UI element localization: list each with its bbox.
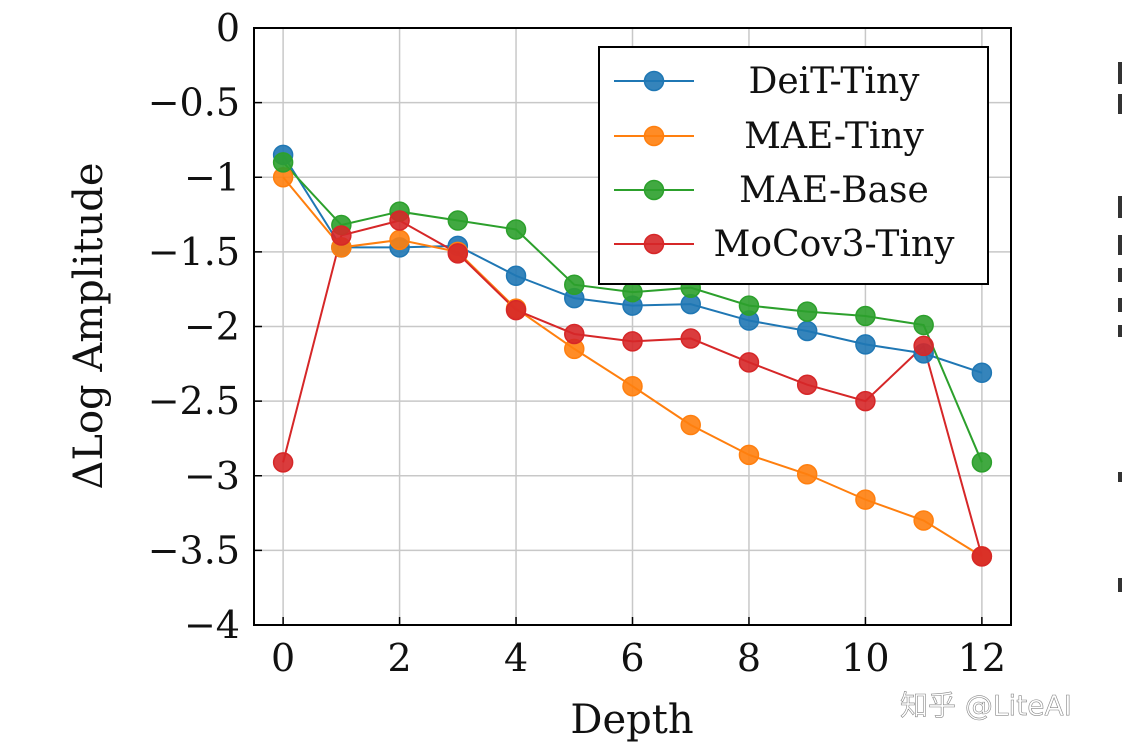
legend: DeiT-Tiny MAE-Tiny MAE-Base MoCov3-Tiny <box>598 46 989 285</box>
y-tick-label: −4 <box>184 603 240 647</box>
data-point-mae-base <box>564 274 585 295</box>
data-point-mocov3-tiny <box>505 299 527 321</box>
legend-marker <box>643 70 665 92</box>
data-point-mae-tiny <box>738 444 760 466</box>
data-point-mocov3-tiny <box>796 374 818 395</box>
x-tick-label: 12 <box>958 636 1006 680</box>
cropped-page-edge <box>1118 62 1122 592</box>
data-point-mocov3-tiny <box>447 243 469 264</box>
y-tick-label: 0 <box>216 6 240 50</box>
data-point-mocov3-tiny <box>331 225 352 246</box>
data-point-mae-tiny <box>855 489 876 510</box>
data-point-mocov3-tiny <box>855 390 876 412</box>
data-point-mae-base <box>913 314 934 336</box>
y-axis-ticks: 0 −0.5 −1 −1.5 −2 −2.5 −3 −3.5 −4 <box>148 6 262 647</box>
data-point-mae-tiny <box>913 510 934 531</box>
data-point-deit-tiny <box>796 320 818 342</box>
x-axis-title: Depth <box>570 697 693 743</box>
legend-entry-mae-base: MAE-Base <box>614 170 929 211</box>
legend-label: MAE-Tiny <box>744 116 924 157</box>
data-point-mae-base <box>622 281 643 303</box>
data-point-mae-base <box>796 301 818 322</box>
data-point-mae-base <box>738 295 760 316</box>
data-point-deit-tiny <box>971 362 993 384</box>
x-axis-ticks: 0 2 4 6 8 10 12 <box>271 617 1006 680</box>
data-point-mae-tiny <box>389 229 410 251</box>
data-point-mae-base <box>272 152 294 173</box>
legend-marker <box>643 179 665 201</box>
data-point-mae-base <box>855 305 876 327</box>
y-tick-label: −0.5 <box>148 81 240 125</box>
x-tick-label: 6 <box>620 636 644 680</box>
data-point-mae-base <box>971 452 993 473</box>
data-point-mae-tiny <box>680 414 701 436</box>
y-tick-label: −3 <box>184 454 240 498</box>
data-point-deit-tiny <box>855 334 876 355</box>
data-point-mocov3-tiny <box>913 335 934 357</box>
y-tick-label: −3.5 <box>148 528 240 572</box>
y-tick-label: −1.5 <box>148 230 240 274</box>
y-tick-label: −1 <box>184 155 240 199</box>
watermark: 知乎 @LiteAI <box>900 689 1072 722</box>
data-point-mae-tiny <box>622 375 643 397</box>
y-axis-title: ΔLog Amplitude <box>66 163 112 490</box>
legend-label: MoCov3-Tiny <box>714 224 956 265</box>
data-point-mae-base <box>505 219 527 240</box>
x-tick-label: 2 <box>387 636 411 680</box>
legend-marker <box>643 125 665 147</box>
legend-entry-deit-tiny: DeiT-Tiny <box>614 61 920 102</box>
y-tick-label: −2 <box>184 305 240 349</box>
data-point-mocov3-tiny <box>680 328 701 349</box>
legend-marker <box>643 233 665 255</box>
x-tick-label: 0 <box>271 636 295 680</box>
x-tick-label: 4 <box>504 636 528 680</box>
data-point-deit-tiny <box>505 265 527 287</box>
data-point-mocov3-tiny <box>622 331 643 352</box>
x-tick-label: 8 <box>737 636 761 680</box>
data-point-mocov3-tiny <box>738 352 760 373</box>
data-point-mocov3-tiny <box>971 546 993 567</box>
data-point-mocov3-tiny <box>272 452 294 473</box>
legend-entry-mae-tiny: MAE-Tiny <box>614 116 925 157</box>
y-tick-label: −2.5 <box>148 379 240 423</box>
x-tick-label: 10 <box>841 636 889 680</box>
data-point-mae-tiny <box>796 464 818 485</box>
data-point-mae-base <box>447 210 469 231</box>
legend-label: MAE-Base <box>739 170 929 211</box>
data-point-mocov3-tiny <box>564 323 585 345</box>
legend-entry-mocov3-tiny: MoCov3-Tiny <box>614 224 955 265</box>
legend-label: DeiT-Tiny <box>749 61 921 102</box>
data-point-mocov3-tiny <box>389 210 410 231</box>
